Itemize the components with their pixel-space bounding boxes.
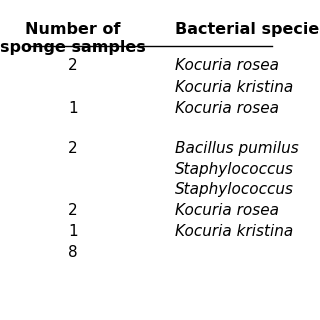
Text: Number of
sponge samples: Number of sponge samples [0, 22, 146, 55]
Text: 1: 1 [68, 101, 78, 116]
Text: Kocuria kristina: Kocuria kristina [175, 80, 293, 95]
Text: Staphylococcus: Staphylococcus [175, 182, 294, 197]
Text: 2: 2 [68, 58, 78, 73]
Text: Kocuria rosea: Kocuria rosea [175, 101, 279, 116]
Text: Bacillus pumilus: Bacillus pumilus [175, 141, 299, 156]
Text: 2: 2 [68, 203, 78, 218]
Text: Kocuria rosea: Kocuria rosea [175, 203, 279, 218]
Text: Staphylococcus: Staphylococcus [175, 162, 294, 177]
Text: 8: 8 [68, 245, 78, 260]
Text: Kocuria rosea: Kocuria rosea [175, 58, 279, 73]
Text: Kocuria kristina: Kocuria kristina [175, 224, 293, 239]
Text: 1: 1 [68, 224, 78, 239]
Text: 2: 2 [68, 141, 78, 156]
Text: Bacterial specie: Bacterial specie [175, 22, 320, 37]
